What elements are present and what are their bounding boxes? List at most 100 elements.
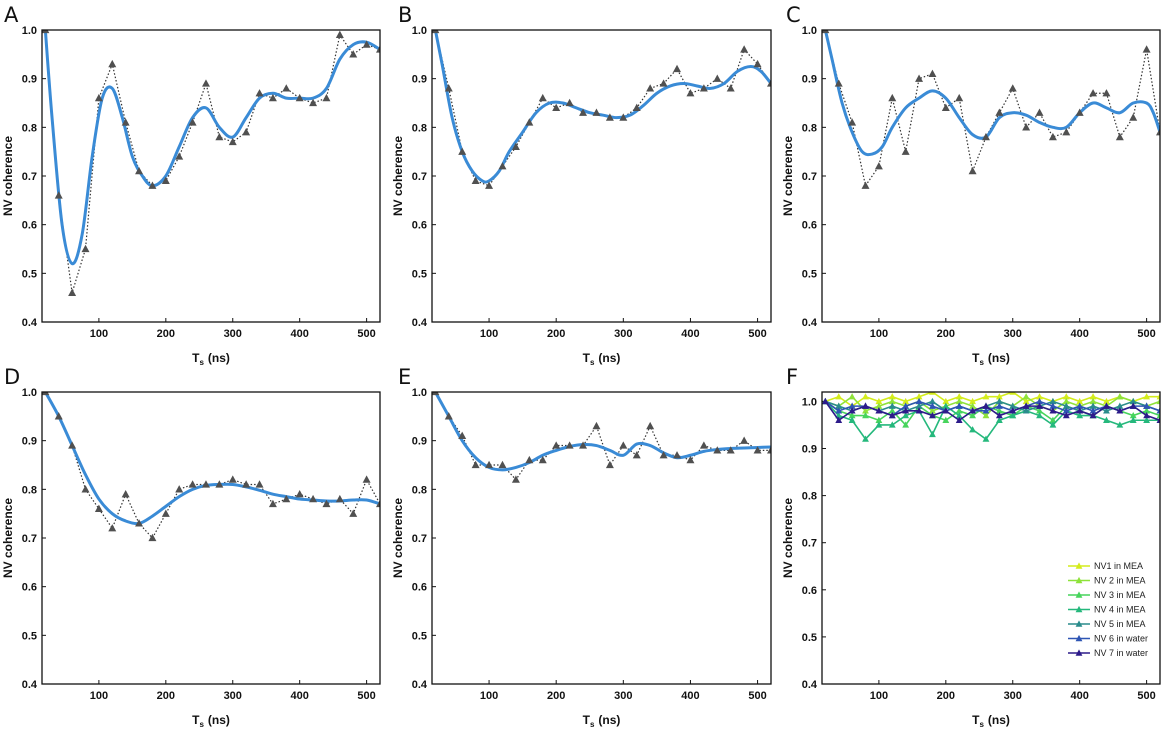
data-point bbox=[228, 475, 237, 483]
legend-label: NV 6 in water bbox=[1094, 634, 1148, 644]
plot-area bbox=[822, 392, 1160, 442]
data-point bbox=[713, 74, 722, 82]
data-point bbox=[81, 244, 90, 253]
series-point bbox=[969, 402, 977, 409]
data-point bbox=[242, 480, 251, 488]
data-point bbox=[1075, 108, 1084, 116]
data-point bbox=[282, 494, 291, 503]
data-point bbox=[552, 103, 561, 112]
y-tick-label: 0.9 bbox=[802, 444, 817, 456]
data-point bbox=[955, 93, 964, 102]
series-point bbox=[1036, 393, 1043, 400]
y-tick-label: 0.6 bbox=[22, 582, 37, 594]
data-point bbox=[941, 103, 950, 112]
y-tick-label: 1.0 bbox=[22, 387, 37, 399]
series-line bbox=[825, 392, 1160, 408]
data-point bbox=[135, 519, 144, 527]
series-point bbox=[982, 407, 990, 414]
plot-frame bbox=[41, 391, 381, 685]
x-axis-label-main: T bbox=[583, 713, 591, 727]
fit-series-line bbox=[433, 30, 771, 184]
series-point bbox=[848, 411, 856, 419]
x-axis-label-subscript: s bbox=[979, 358, 984, 367]
series-point bbox=[1103, 402, 1110, 409]
series-point bbox=[969, 407, 977, 414]
x-tick-label: 100 bbox=[480, 328, 498, 340]
x-axis-label-subscript: s bbox=[199, 358, 204, 367]
y-tick-label: 0.9 bbox=[22, 74, 37, 86]
series-point bbox=[1143, 402, 1151, 409]
plot-area bbox=[432, 30, 771, 189]
x-axis-label-unit: (ns) bbox=[208, 713, 230, 727]
x-tick-label: 500 bbox=[357, 328, 375, 340]
y-tick-label: 0.8 bbox=[802, 122, 817, 134]
data-point bbox=[148, 533, 157, 542]
series-point bbox=[888, 397, 896, 405]
data-point bbox=[135, 166, 144, 175]
series-point bbox=[955, 393, 963, 400]
data-point bbox=[282, 84, 291, 92]
x-axis-label-main: T bbox=[583, 351, 591, 365]
legend-marker bbox=[1075, 605, 1083, 613]
data-point bbox=[175, 152, 184, 160]
data-point bbox=[673, 64, 682, 73]
data-point bbox=[108, 59, 117, 68]
series-point bbox=[1036, 407, 1043, 414]
data-point bbox=[511, 142, 520, 150]
data-point bbox=[632, 451, 641, 459]
series-point bbox=[835, 393, 843, 400]
data-point bbox=[94, 93, 103, 102]
x-tick-label: 200 bbox=[157, 690, 175, 702]
series-point bbox=[1116, 421, 1124, 428]
data-point bbox=[432, 392, 440, 396]
series-point bbox=[955, 416, 963, 423]
legend-marker bbox=[1075, 576, 1083, 584]
y-axis-label: NV coherence bbox=[1, 136, 15, 216]
data-point bbox=[1142, 45, 1151, 53]
data-point bbox=[605, 460, 614, 469]
data-point bbox=[767, 79, 771, 87]
data-point bbox=[619, 113, 628, 121]
data-point bbox=[888, 93, 897, 102]
y-tick-label: 1.0 bbox=[802, 396, 817, 408]
data-point bbox=[188, 118, 197, 126]
x-tick-label: 500 bbox=[748, 690, 766, 702]
series-point bbox=[1009, 407, 1017, 414]
data-point bbox=[175, 485, 184, 493]
data-point bbox=[968, 166, 977, 175]
data-point bbox=[432, 30, 440, 34]
series-point bbox=[888, 407, 896, 414]
series-point bbox=[1129, 397, 1137, 405]
y-tick-label: 0.4 bbox=[412, 679, 428, 691]
series-point bbox=[1036, 402, 1043, 409]
x-axis-label-unit: (ns) bbox=[988, 351, 1010, 365]
series-point bbox=[995, 407, 1003, 414]
y-tick-label: 0.8 bbox=[22, 484, 37, 496]
series-point bbox=[862, 393, 869, 400]
series-point bbox=[1076, 411, 1084, 419]
legend-marker bbox=[1075, 634, 1083, 642]
series-point bbox=[915, 397, 923, 405]
data-point bbox=[376, 45, 380, 53]
series-point bbox=[995, 393, 1003, 400]
series-point bbox=[1049, 416, 1057, 423]
y-tick-label: 0.5 bbox=[22, 268, 37, 280]
data-point bbox=[659, 451, 668, 459]
data-point bbox=[215, 132, 224, 141]
y-tick-label: 0.7 bbox=[802, 171, 817, 183]
data-point bbox=[1129, 113, 1138, 121]
series-point bbox=[888, 393, 896, 400]
legend: NV1 in MEA NV 2 in MEA NV 3 in MEA NV 4 in … bbox=[1068, 561, 1148, 658]
data-point bbox=[511, 475, 520, 483]
series-point bbox=[902, 397, 910, 405]
series-point bbox=[969, 426, 977, 433]
series-point bbox=[955, 407, 963, 414]
data-point bbox=[349, 509, 358, 517]
x-axis-label: Ts (ns) bbox=[583, 713, 621, 729]
data-point bbox=[108, 524, 117, 532]
series-point bbox=[1089, 393, 1097, 400]
data-point bbox=[686, 89, 695, 97]
data-point bbox=[659, 79, 668, 87]
x-axis-label-unit: (ns) bbox=[598, 351, 620, 365]
series-point bbox=[848, 416, 856, 423]
